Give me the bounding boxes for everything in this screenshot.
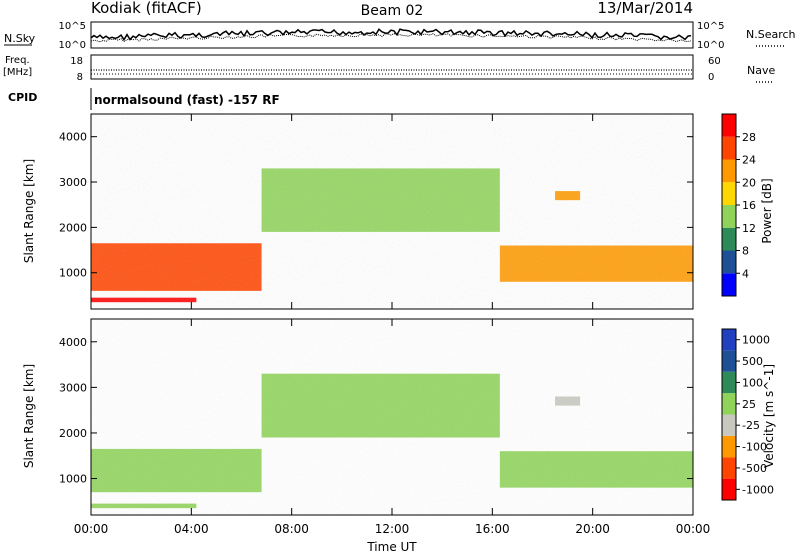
colorbar-swatch <box>722 457 736 479</box>
xtick-label: 00:00 <box>676 522 711 536</box>
colorbar-swatch <box>722 250 736 274</box>
power-ylabel: Slant Range [km] <box>22 159 36 263</box>
xtick-label: 12:00 <box>375 522 410 536</box>
time-axis: 00:00 04:00 08:00 12:00 16:00 20:00 00:00 <box>74 114 711 536</box>
xtick-label: 08:00 <box>274 522 309 536</box>
colorbar-tick-label: 1000 <box>742 334 770 347</box>
ytick-label: 1000 <box>59 267 87 280</box>
colorbar-swatch <box>722 435 736 458</box>
colorbar-swatch <box>722 350 736 372</box>
sky-panel-frame <box>90 21 694 49</box>
sky-left-tick-top: 10^5 <box>59 21 86 32</box>
ytick-label: 4000 <box>59 336 87 349</box>
nsearch-label: N.Search <box>746 28 796 41</box>
ytick-label: 4000 <box>59 131 87 144</box>
colorbar-swatch <box>722 393 736 415</box>
velocity-ylabel: Slant Range [km] <box>22 364 36 468</box>
xtick-label: 00:00 <box>74 522 109 536</box>
ytick-label: 2000 <box>59 221 87 234</box>
colorbar-tick-label: -100 <box>742 441 767 454</box>
colorbar-swatch <box>722 205 736 228</box>
sky-left-tick-bottom: 10^0 <box>59 40 86 51</box>
nave-label: Nave <box>747 64 775 77</box>
freq-label: Freq. <box>5 55 30 66</box>
freq-tick-bottom: 8 <box>77 72 83 83</box>
power-colorbar-label: Power [dB] <box>760 178 774 243</box>
colorbar-tick-label: -500 <box>742 462 767 475</box>
ytick-label: 2000 <box>59 427 87 440</box>
colorbar-tick-label: 500 <box>742 355 763 368</box>
xtick-label: 04:00 <box>174 522 209 536</box>
station-title: Kodiak (fitACF) <box>91 0 202 17</box>
cpid-text: normalsound (fast) -157 RF <box>94 93 280 107</box>
velocity-texture <box>91 319 693 515</box>
ytick-label: 3000 <box>59 176 87 189</box>
power-texture <box>91 114 693 309</box>
ytick-label: 3000 <box>59 381 87 394</box>
power-colorbar: 28 24 20 16 12 8 4 <box>721 113 756 297</box>
xtick-label: 16:00 <box>475 522 510 536</box>
beam-title: Beam 02 <box>361 3 424 19</box>
sky-right-tick-bottom: 10^0 <box>697 40 724 51</box>
colorbar-frame <box>721 328 737 501</box>
ytick-label: 1000 <box>59 473 87 486</box>
freq-tick-top: 18 <box>70 56 83 67</box>
colorbar-swatch <box>722 478 736 500</box>
velocity-yticks: 4000 3000 2000 1000 <box>59 336 693 486</box>
sky-right-tick-top: 10^5 <box>697 21 724 32</box>
colorbar-tick-label: 28 <box>742 131 756 144</box>
velocity-colorbar-label: Velocity [m s^-1] <box>762 364 776 468</box>
xtick-label: 20:00 <box>575 522 610 536</box>
colorbar-swatch <box>722 114 736 137</box>
velocity-colorbar: 1000 500 100 25 -25 -100 -500 -1000 <box>721 328 774 501</box>
colorbar-tick-label: 24 <box>742 154 756 167</box>
sky-trace <box>90 28 692 42</box>
colorbar-tick-label: 20 <box>742 176 756 189</box>
colorbar-swatch <box>722 329 736 351</box>
nave-tick-top: 60 <box>708 56 721 67</box>
colorbar-tick-label: 12 <box>742 222 756 235</box>
colorbar-tick-label: -1000 <box>742 483 774 496</box>
nave-tick-bottom: 0 <box>708 72 714 83</box>
colorbar-swatch <box>722 371 736 394</box>
colorbar-swatch <box>722 182 736 205</box>
date-title: 13/Mar/2014 <box>597 0 693 17</box>
colorbar-swatch <box>722 136 736 160</box>
x-axis-label: Time UT <box>366 540 417 554</box>
colorbar-swatch <box>722 159 736 183</box>
freq-panel-frame <box>90 54 694 80</box>
colorbar-tick-label: 4 <box>742 267 749 280</box>
colorbar-tick-label: 16 <box>742 199 756 212</box>
freq-unit-label: [MHz] <box>3 67 32 78</box>
search-trace <box>90 33 692 43</box>
colorbar-tick-label: 8 <box>742 245 749 258</box>
colorbar-tick-label: -25 <box>742 419 760 432</box>
nsky-label: N.Sky <box>4 32 36 45</box>
power-yticks: 4000 3000 2000 1000 <box>59 131 693 280</box>
colorbar-tick-label: 25 <box>742 398 756 411</box>
colorbar-swatch <box>722 273 736 296</box>
cpid-label: CPID <box>8 91 37 104</box>
colorbar-swatch <box>722 227 736 251</box>
colorbar-tick-label: 100 <box>742 376 763 389</box>
colorbar-swatch <box>722 414 736 436</box>
